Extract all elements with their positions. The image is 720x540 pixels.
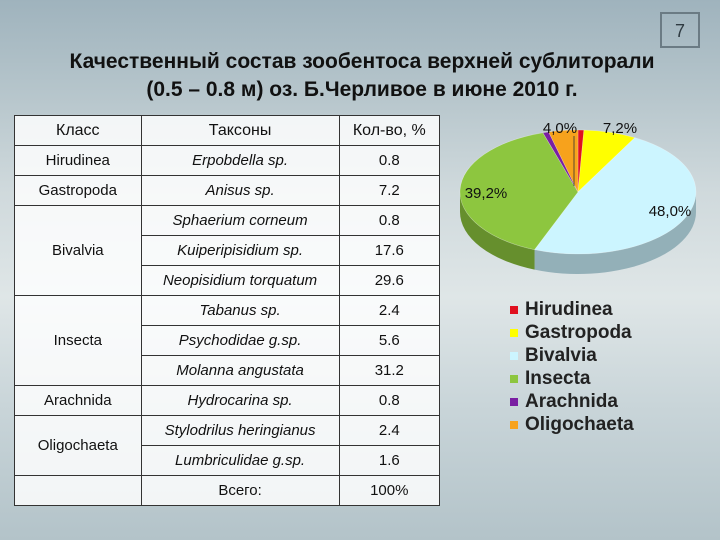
- header-quantity: Кол-во, %: [338, 115, 441, 146]
- quantity-cell: 29.6: [338, 265, 441, 296]
- class-cell: Insecta: [14, 295, 142, 386]
- taxon-cell: Neopisidium torquatum: [140, 265, 340, 296]
- table-row: Hirudinea Erpobdella sp. 0.8: [14, 145, 441, 176]
- legend-label: Gastropoda: [525, 321, 632, 343]
- pie-slice-gastropoda: [577, 129, 636, 193]
- legend-item-insecta: Insecta: [510, 367, 634, 390]
- quantity-cell: 0.8: [338, 205, 441, 236]
- taxon-cell: Kuiperipisidium sp.: [140, 235, 340, 266]
- chart-legend: Hirudinea Gastropoda Bivalvia Insecta Arachn…: [510, 298, 634, 436]
- pie-slice-arachnida: [542, 131, 579, 193]
- pie-slice-side-bivalvia: [534, 192, 696, 274]
- legend-item-arachnida: Arachnida: [510, 390, 634, 413]
- pie-slice-insecta: [459, 132, 579, 250]
- quantity-cell: 7.2: [338, 175, 441, 206]
- taxon-cell: Anisus sp.: [140, 175, 340, 206]
- taxon-cell: Hydrocarina sp.: [140, 385, 340, 416]
- quantity-cell: 2.4: [338, 295, 441, 326]
- header-class: Класс: [14, 115, 142, 146]
- pie-label-oligochaeta: 4,0%: [543, 120, 577, 137]
- table-row: Bivalvia Sphaerium corneum 0.8: [14, 205, 441, 296]
- legend-swatch: [510, 420, 518, 429]
- class-cell: Oligochaeta: [14, 415, 142, 476]
- legend-swatch: [510, 351, 518, 360]
- pie-slice-oligochaeta: [548, 129, 579, 193]
- taxon-cell: Psychodidae g.sp.: [140, 325, 340, 356]
- pie-label-gastropoda: 7,2%: [603, 120, 637, 137]
- class-cell: Bivalvia: [14, 205, 142, 296]
- title-line-2: (0.5 – 0.8 м) оз. Б.Черливое в июне 2010…: [146, 78, 578, 101]
- table-row: Neopisidium torquatum 29.6: [15, 265, 441, 296]
- table-row: Arachnida Hydrocarina sp. 0.8: [14, 385, 441, 416]
- legend-swatch: [510, 397, 518, 406]
- header-taxa: Таксоны: [140, 115, 340, 146]
- class-cell: Hirudinea: [14, 145, 142, 176]
- total-label: Всего:: [140, 475, 340, 506]
- title-line-1: Качественный состав зообентоса верхней с…: [69, 50, 655, 73]
- taxon-cell: Erpobdella sp.: [140, 145, 340, 176]
- legend-label: Hirudinea: [525, 298, 613, 320]
- pie-chart: 7,2% 48,0% 39,2% 4,0%: [459, 120, 697, 274]
- quantity-cell: 31.2: [338, 355, 441, 386]
- legend-label: Arachnida: [525, 390, 618, 412]
- table-row: Psychodidae g.sp. 5.6: [15, 325, 441, 356]
- taxa-table: Класс Таксоны Кол-во, % Hirudinea Erpobd…: [14, 115, 441, 506]
- taxon-cell: Tabanus sp.: [140, 295, 340, 326]
- legend-swatch: [510, 374, 518, 383]
- slide-number: 7: [660, 12, 700, 48]
- table-row: Insecta Tabanus sp. 2.4: [14, 295, 441, 386]
- pie-slice-side-insecta: [460, 192, 535, 270]
- taxon-cell: Stylodrilus heringianus: [140, 415, 340, 446]
- quantity-cell: 5.6: [338, 325, 441, 356]
- quantity-cell: 17.6: [338, 235, 441, 266]
- legend-item-hirudinea: Hirudinea: [510, 298, 634, 321]
- taxon-cell: Lumbriculidae g.sp.: [140, 445, 340, 476]
- class-cell: Arachnida: [14, 385, 142, 416]
- quantity-cell: 0.8: [338, 145, 441, 176]
- table-row: Molanna angustata 31.2: [15, 355, 441, 386]
- pie-label-bivalvia: 48,0%: [649, 203, 692, 220]
- legend-swatch: [510, 328, 518, 337]
- legend-label: Insecta: [525, 367, 591, 389]
- table-header-row: Класс Таксоны Кол-во, %: [14, 115, 441, 146]
- pie-slice-bivalvia: [534, 137, 697, 255]
- legend-item-oligochaeta: Oligochaeta: [510, 413, 634, 436]
- pie-label-insecta: 39,2%: [465, 185, 508, 202]
- page-title: Качественный состав зообентоса верхней с…: [12, 48, 712, 104]
- class-cell: Gastropoda: [14, 175, 142, 206]
- pie-sides: [460, 192, 696, 274]
- legend-swatch: [510, 305, 518, 314]
- taxon-cell: Molanna angustata: [140, 355, 340, 386]
- legend-label: Oligochaeta: [525, 413, 634, 435]
- total-empty-cell: [14, 475, 142, 506]
- table-row: Kuiperipisidium sp. 17.6: [15, 235, 441, 266]
- pie-slice-hirudinea: [577, 129, 585, 193]
- taxon-cell: Sphaerium corneum: [140, 205, 340, 236]
- table-total-row: Всего: 100%: [14, 475, 441, 506]
- legend-item-gastropoda: Gastropoda: [510, 321, 634, 344]
- legend-label: Bivalvia: [525, 344, 597, 366]
- quantity-cell: 1.6: [338, 445, 441, 476]
- quantity-cell: 2.4: [338, 415, 441, 446]
- quantity-cell: 0.8: [338, 385, 441, 416]
- total-value: 100%: [338, 475, 441, 506]
- legend-item-bivalvia: Bivalvia: [510, 344, 634, 367]
- table-row: Lumbriculidae g.sp. 1.6: [15, 445, 441, 476]
- table-row: Gastropoda Anisus sp. 7.2: [14, 175, 441, 206]
- table-row: Oligochaeta Stylodrilus heringianus 2.4: [14, 415, 441, 476]
